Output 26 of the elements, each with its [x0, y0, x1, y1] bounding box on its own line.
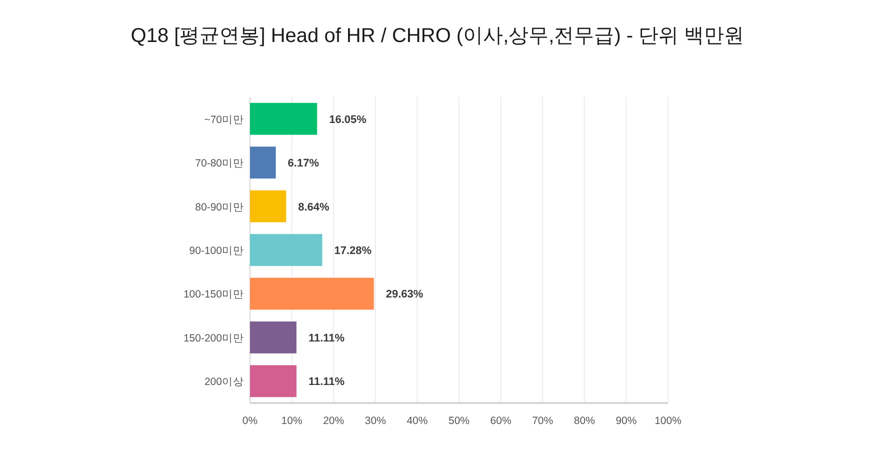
y-tick-label: 100-150미만: [183, 288, 244, 301]
data-label: 11.11%: [308, 376, 345, 388]
x-tick-label: 100%: [654, 415, 682, 427]
chart-title: Q18 [평균연봉] Head of HR / CHRO (이사,상무,전무급) - 단위 백만원: [130, 25, 744, 47]
data-label: 16.05%: [329, 114, 367, 126]
y-tick-label: ~70미만: [204, 114, 244, 126]
y-tick-label: 200이상: [204, 376, 244, 388]
x-tick-label: 30%: [364, 415, 386, 427]
y-tick-label: 90-100미만: [189, 245, 244, 257]
x-tick-label: 50%: [448, 415, 470, 427]
y-tick-label: 70-80미만: [195, 158, 244, 170]
x-tick-label: 0%: [242, 415, 258, 427]
x-tick-label: 80%: [574, 415, 595, 427]
y-tick-label: 80-90미만: [195, 201, 244, 214]
x-tick-label: 40%: [406, 415, 428, 427]
data-label: 8.64%: [298, 201, 330, 214]
x-tick-label: 90%: [616, 415, 637, 427]
y-tick-label: 150-200미만: [183, 332, 244, 344]
data-label: 29.63%: [386, 288, 424, 301]
x-tick-label: 70%: [532, 415, 554, 427]
data-label: 17.28%: [334, 245, 372, 257]
data-label: 6.17%: [288, 158, 320, 170]
x-tick-label: 20%: [323, 415, 344, 427]
x-tick-label: 60%: [490, 415, 512, 427]
x-tick-label: 10%: [281, 415, 302, 427]
data-label: 11.11%: [308, 332, 345, 344]
